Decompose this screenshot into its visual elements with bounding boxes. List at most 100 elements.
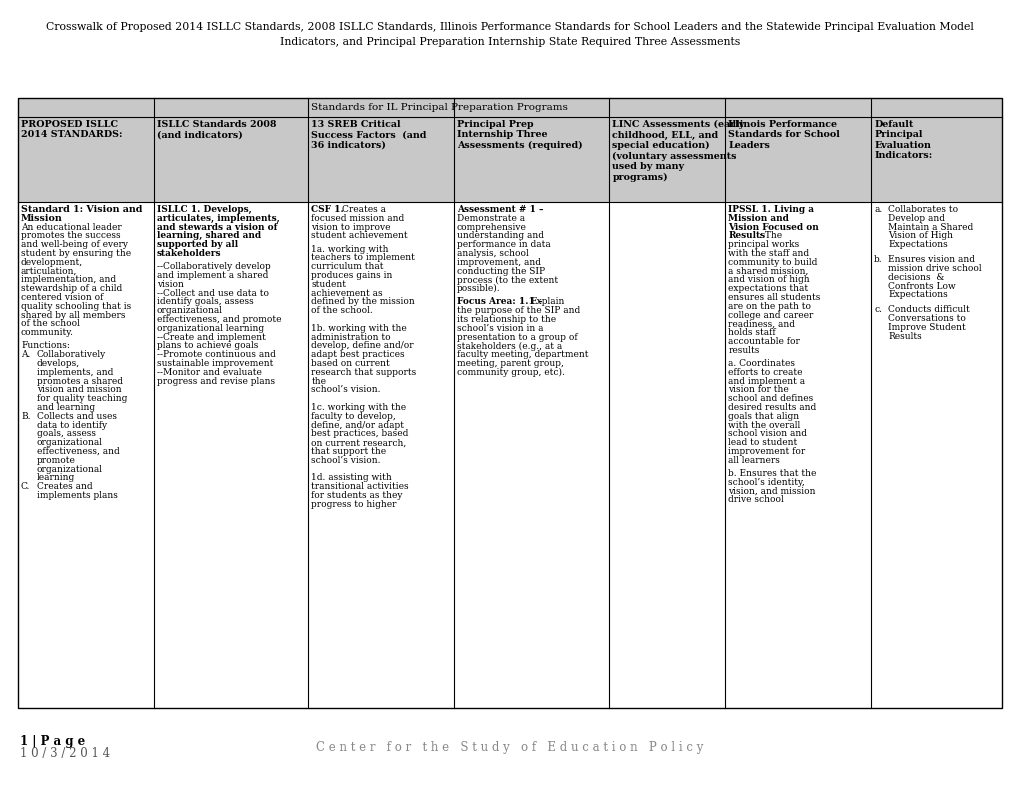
Text: the: the [311,377,326,385]
Text: progress and revise plans: progress and revise plans [157,377,275,385]
Text: CSF 1.: CSF 1. [311,205,343,214]
Text: and implement a shared: and implement a shared [157,271,268,280]
Text: teachers to implement: teachers to implement [311,254,415,262]
Text: school’s vision.: school’s vision. [311,455,380,465]
Text: Confronts Low: Confronts Low [888,281,955,291]
Text: Illinois Performance
Standards for School
Leaders: Illinois Performance Standards for Schoo… [728,120,840,150]
Text: 1 0 / 3 / 2 0 1 4: 1 0 / 3 / 2 0 1 4 [20,747,110,760]
Text: and implement a: and implement a [728,377,805,385]
Text: Collaboratively: Collaboratively [37,350,106,359]
Text: stewardship of a child: stewardship of a child [21,284,122,293]
Text: transitional activities: transitional activities [311,482,409,491]
Text: Expectations: Expectations [888,240,947,249]
Text: --Collect and use data to: --Collect and use data to [157,288,269,298]
Text: learning: learning [37,474,75,482]
Text: effectiveness, and: effectiveness, and [37,447,119,456]
Text: implements plans: implements plans [37,491,118,500]
Text: comprehensive: comprehensive [457,222,526,232]
Bar [154,202,308,708]
Text: promotes a shared: promotes a shared [37,377,123,385]
Text: of the school: of the school [21,319,79,329]
Text: that support the: that support the [311,447,386,456]
Text: identify goals, assess: identify goals, assess [157,297,254,307]
Text: Mission: Mission [21,214,63,223]
Text: Collaborates to: Collaborates to [888,205,957,214]
Text: Results: Results [888,332,921,340]
Text: vision to improve: vision to improve [311,222,390,232]
Text: Standard 1: Vision and: Standard 1: Vision and [21,205,143,214]
Text: implementation, and: implementation, and [21,275,116,284]
Text: 13 SREB Critical
Success Factors  (and
36 indicators): 13 SREB Critical Success Factors (and 36… [311,120,426,150]
Text: and learning: and learning [37,403,95,412]
Text: quality schooling that is: quality schooling that is [21,302,131,310]
Bar [608,117,725,202]
Text: with the overall: with the overall [728,421,800,429]
Text: research that supports: research that supports [311,368,416,377]
Text: : The: : The [759,232,782,240]
Text: Crosswalk of Proposed 2014 ISLLC Standards, 2008 ISLLC Standards, Illinois Perfo: Crosswalk of Proposed 2014 ISLLC Standar… [46,22,973,32]
Text: drive school: drive school [728,496,784,504]
Text: community.: community. [21,328,74,337]
Text: ensures all students: ensures all students [728,293,820,302]
Text: improvement, and: improvement, and [457,258,540,267]
Text: sustainable improvement: sustainable improvement [157,359,273,368]
Text: for quality teaching: for quality teaching [37,394,127,403]
Text: progress to higher: progress to higher [311,500,396,509]
Text: data to identify: data to identify [37,421,107,429]
Text: organizational learning: organizational learning [157,324,264,333]
Text: best practices, based: best practices, based [311,429,409,438]
Bar [154,117,308,202]
Text: readiness, and: readiness, and [728,319,795,329]
Text: lead to student: lead to student [728,438,797,448]
Text: vision for the: vision for the [728,385,789,395]
Text: focused mission and: focused mission and [311,214,405,223]
Text: process (to the extent: process (to the extent [457,275,557,284]
Text: school vision and: school vision and [728,429,807,438]
Text: A.: A. [21,350,31,359]
Text: 1b. working with the: 1b. working with the [311,324,407,333]
Text: mission drive school: mission drive school [888,264,981,273]
Text: community group, etc).: community group, etc). [457,368,565,377]
Text: PROPOSED ISLLC
2014 STANDARDS:: PROPOSED ISLLC 2014 STANDARDS: [21,120,122,139]
Text: community to build: community to build [728,258,817,267]
Text: stakeholders (e.g., at a: stakeholders (e.g., at a [457,341,561,351]
Bar [870,117,1001,202]
Text: shared by all members: shared by all members [21,310,125,320]
Text: 1a. working with: 1a. working with [311,244,388,254]
Text: analysis, school: analysis, school [457,249,528,258]
Text: principal works: principal works [728,240,799,249]
Text: Conversations to: Conversations to [888,314,965,323]
Text: b. Ensures that the: b. Ensures that the [728,469,816,478]
Text: promote: promote [37,455,75,465]
Text: produces gains in: produces gains in [311,271,392,280]
Text: a shared mission,: a shared mission, [728,266,808,276]
Text: presentation to a group of: presentation to a group of [457,333,577,342]
Text: IPSSL 1. Living a: IPSSL 1. Living a [728,205,814,214]
Text: stakeholders: stakeholders [157,249,221,258]
Text: vision and mission: vision and mission [37,385,121,395]
Text: school and defines: school and defines [728,394,813,403]
Text: 1d. assisting with: 1d. assisting with [311,474,391,482]
Text: defined by the mission: defined by the mission [311,297,415,307]
Bar [18,202,154,708]
Text: promotes the success: promotes the success [21,232,120,240]
Text: effectiveness, and promote: effectiveness, and promote [157,315,281,324]
Bar [154,98,725,117]
Text: Indicators, and Principal Preparation Internship State Required Three Assessment: Indicators, and Principal Preparation In… [279,37,740,47]
Text: school’s vision.: school’s vision. [311,385,380,395]
Text: holds staff: holds staff [728,328,775,337]
Bar [870,98,1001,117]
Text: desired results and: desired results and [728,403,816,412]
Text: Explain: Explain [531,297,565,307]
Text: administration to: administration to [311,333,390,342]
Text: organizational: organizational [37,438,103,448]
Text: --Monitor and evaluate: --Monitor and evaluate [157,368,262,377]
Text: learning, shared and: learning, shared and [157,232,261,240]
Text: faculty to develop,: faculty to develop, [311,412,395,421]
Text: LINC Assessments (early
childhood, ELL, and
special education)
(voluntary assess: LINC Assessments (early childhood, ELL, … [611,120,744,181]
Text: and vision of high: and vision of high [728,275,809,284]
Text: B.: B. [21,412,31,421]
Text: ISLLC 1. Develops,: ISLLC 1. Develops, [157,205,252,214]
Text: based on current: based on current [311,359,389,368]
Text: conducting the SIP: conducting the SIP [457,266,544,276]
